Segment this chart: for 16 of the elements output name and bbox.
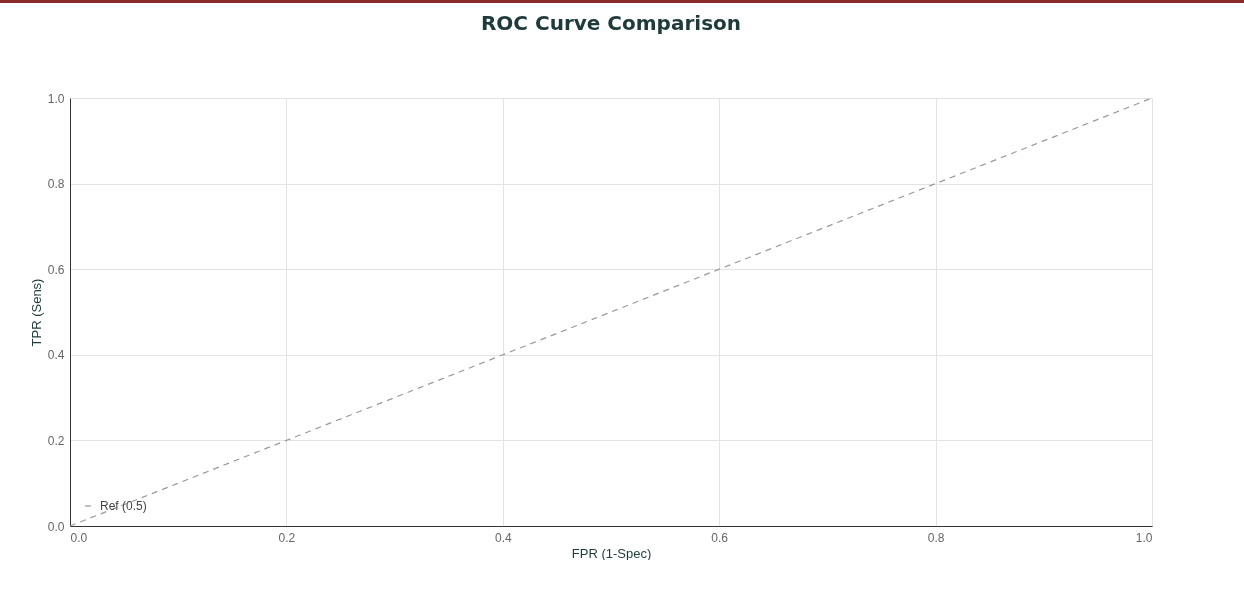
x-tick-label: 0.0 (70, 530, 88, 545)
y-tick-label: 0.0 (47, 519, 65, 534)
legend-label: Ref (0.5) (100, 499, 147, 513)
x-tick-label: 0.8 (927, 530, 945, 545)
y-axis-title: TPR (Sens) (28, 278, 44, 347)
x-tick-label: 1.0 (1135, 530, 1153, 545)
x-tick-label: 0.6 (711, 530, 729, 545)
y-tick-label: 1.0 (47, 91, 65, 106)
y-tick-label: 0.6 (47, 262, 65, 277)
chart-title: ROC Curve Comparison (480, 11, 742, 35)
x-tick-label: 0.2 (278, 530, 296, 545)
y-tick-label: 0.2 (47, 433, 65, 448)
y-tick-label: 0.4 (47, 348, 65, 363)
x-tick-label: 0.4 (494, 530, 512, 545)
x-axis-title: FPR (1-Spec) (571, 545, 652, 561)
y-tick-label: 0.8 (47, 177, 65, 192)
